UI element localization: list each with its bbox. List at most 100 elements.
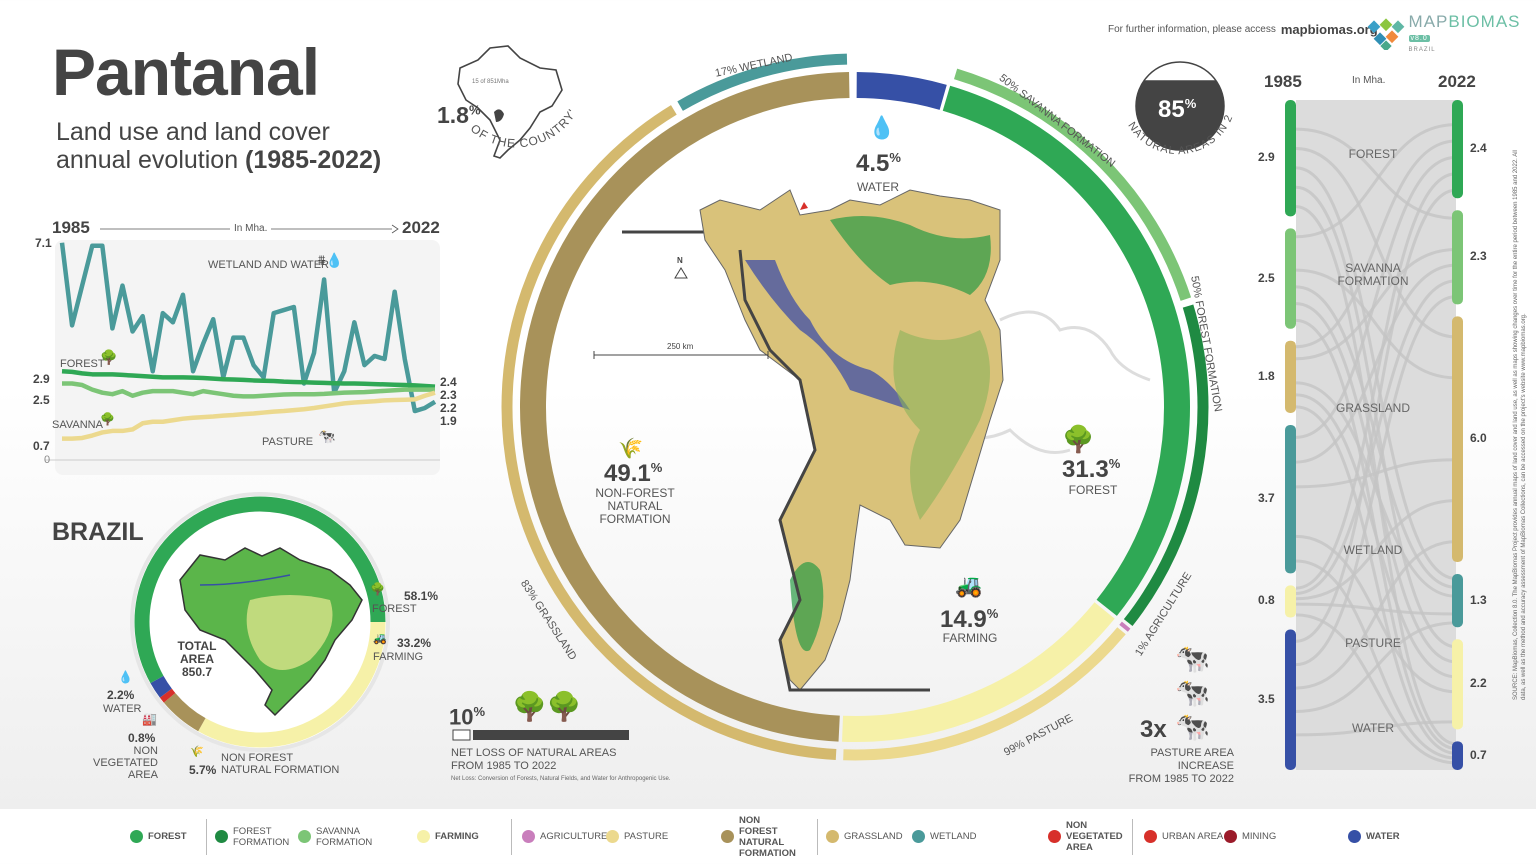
- legend-item-forest-formation: FOREST FORMATION: [215, 809, 293, 864]
- info-text: For further information, please access: [1108, 24, 1276, 35]
- scale-label: 250 km: [667, 342, 694, 351]
- logo-wordmark: MAPBIOMAS v8.0 BRAZIL: [1408, 12, 1536, 54]
- water-pct: 4.5%: [856, 150, 901, 177]
- sankey-flow: [1295, 279, 1457, 595]
- subtitle-text: annual evolution: [56, 146, 239, 174]
- brazil-water-label: WATER: [103, 703, 142, 715]
- axis-zero: 0: [44, 454, 51, 466]
- nonforest-label: NON-FOREST NATURAL FORMATION: [595, 486, 675, 526]
- brazil-segment-farming: [198, 621, 386, 748]
- legend-item-wetland: WETLAND: [912, 809, 976, 864]
- sankey-start-value: 0.8: [1258, 593, 1275, 608]
- natural-areas-gauge: [1135, 61, 1225, 151]
- mapbiomas-logo: MAPBIOMAS v8.0 BRAZIL: [1366, 12, 1536, 54]
- end-value-wetland: 1.9: [440, 414, 457, 428]
- water-drop-icon: 💧: [868, 115, 896, 140]
- sankey-flow: [1295, 263, 1457, 464]
- nonforest-pct: 49.1%: [604, 460, 663, 487]
- legend-item-savanna-formation: SAVANNA FORMATION: [298, 809, 376, 864]
- sankey-flow: [1295, 458, 1457, 489]
- sankey-bar-1985: [1285, 629, 1296, 770]
- country-share-value: 1.8%: [437, 102, 481, 128]
- sankey-flow: [1295, 139, 1457, 349]
- subtitle-line-1: Land use and land cover: [56, 118, 330, 146]
- sankey-flow: [1295, 381, 1457, 598]
- line-chart-background: [55, 240, 440, 475]
- sankey-start-value: 1.8: [1258, 368, 1275, 383]
- sankey-bar-2022: [1452, 639, 1463, 730]
- ring-segment-farming: [842, 602, 1115, 742]
- outer-segment-forest-formation: [1123, 304, 1209, 626]
- sankey-bar-1985: [1285, 228, 1296, 329]
- net-loss-trees-icon: 🌳🌳: [512, 691, 582, 722]
- legend-item-farming: FARMING: [417, 809, 479, 864]
- cow-icon: 🐄: [318, 428, 336, 444]
- sankey-start-value: 2.9: [1258, 150, 1275, 165]
- farming-label: FARMING: [942, 631, 998, 645]
- legend-item-agriculture: AGRICULTURE: [522, 809, 607, 864]
- brazil-nonforest-label: NON FOREST NATURAL FORMATION: [221, 752, 340, 776]
- sankey-flow: [1295, 127, 1457, 220]
- brazil-farming-icon: 🚜: [373, 633, 387, 645]
- line-chart-start-year: 1985: [52, 218, 90, 237]
- sankey-flow: [1295, 295, 1457, 667]
- sankey-flow: [1295, 621, 1457, 713]
- sankey-bar-1985: [1285, 100, 1296, 217]
- legend-item-forest: FOREST: [130, 809, 187, 864]
- brazil-urban-icon: 🏭: [142, 712, 157, 726]
- brazil-nonveg-pct: 0.8%: [128, 731, 156, 745]
- brazil-water-icon: 💧: [118, 670, 133, 684]
- sankey-end-value: 0.7: [1470, 747, 1487, 762]
- pasture-increase-caption: PASTURE AREA INCREASE FROM 1985 TO 2022: [1128, 747, 1234, 785]
- sankey-flow: [1295, 393, 1457, 679]
- info-line: For further information, please access m…: [1108, 22, 1378, 37]
- brazil-segment-nonforest: [163, 692, 206, 732]
- sankey-flow: [1295, 268, 1457, 380]
- mapbiomas-logo-icon: [1367, 18, 1405, 50]
- outer-segment-pasture: [843, 627, 1126, 761]
- sankey-unit: In Mha.: [1352, 75, 1386, 86]
- sankey-node-label: FOREST: [1348, 146, 1398, 161]
- brazil-forest-label: FOREST: [372, 603, 417, 615]
- sankey-end-value: 2.4: [1470, 141, 1487, 156]
- arrow-head-icon: [391, 224, 399, 234]
- mapbiomas-link[interactable]: mapbiomas.org: [1280, 22, 1378, 37]
- sankey-end-value: 2.2: [1470, 676, 1487, 691]
- series-line-wetland-and-water: [59, 242, 437, 414]
- end-value-savanna: 2.3: [440, 388, 457, 402]
- sankey-bar-2022: [1452, 100, 1463, 199]
- sankey-end-value: 2.3: [1470, 249, 1487, 264]
- brazil-segment-water: [150, 675, 172, 698]
- brazil-grass-icon: 🌾: [190, 746, 204, 758]
- natural-areas-value: 85%: [1158, 96, 1197, 123]
- country-map-note: 15 of 851Mha: [472, 79, 509, 85]
- sankey-node-label: WETLAND: [1343, 542, 1403, 557]
- sankey-flow: [1295, 405, 1457, 755]
- start-value-forest: 2.9: [33, 372, 50, 386]
- cows-icon: 🐄 🐄 🐄: [1175, 643, 1210, 742]
- sankey-flow: [1295, 602, 1457, 616]
- sankey-bar-2022: [1452, 316, 1463, 563]
- pantanal-donut: [501, 53, 1209, 761]
- sankey-flow: [1295, 499, 1457, 601]
- brazil-land-cover-map: [179, 547, 363, 717]
- sankey-end-value: 6.0: [1470, 431, 1487, 446]
- brazil-outline-map: [457, 45, 563, 159]
- north-arrow-icon: [674, 267, 688, 279]
- forest-trees-icon: 🌳: [100, 349, 118, 365]
- net-loss-bar-remaining: [473, 730, 629, 740]
- source-note: SOURCE: MapBiomas, Collection 8.0. The M…: [1513, 150, 1527, 700]
- legend: FOREST FOREST FORMATION SAVANNA FORMATIO…: [0, 808, 1536, 863]
- brazil-nonveg-label: NON VEGETATED AREA: [93, 745, 158, 781]
- sankey-flow: [1295, 188, 1457, 643]
- logo-text-biomas: BIOMAS: [1448, 12, 1521, 31]
- brazil-water-pct: 2.2%: [107, 688, 135, 702]
- sankey-flow: [1295, 247, 1457, 361]
- sankey-flow: [1295, 540, 1457, 690]
- legend-item-mining: MINING: [1224, 809, 1276, 864]
- sankey-flow: [1295, 123, 1457, 239]
- sankey-end-value: 1.3: [1470, 592, 1487, 607]
- sankey-bar-2022: [1452, 574, 1463, 628]
- pasture-increase-value: 3x: [1140, 716, 1167, 743]
- brazil-farming-pct: 33.2%: [397, 636, 432, 650]
